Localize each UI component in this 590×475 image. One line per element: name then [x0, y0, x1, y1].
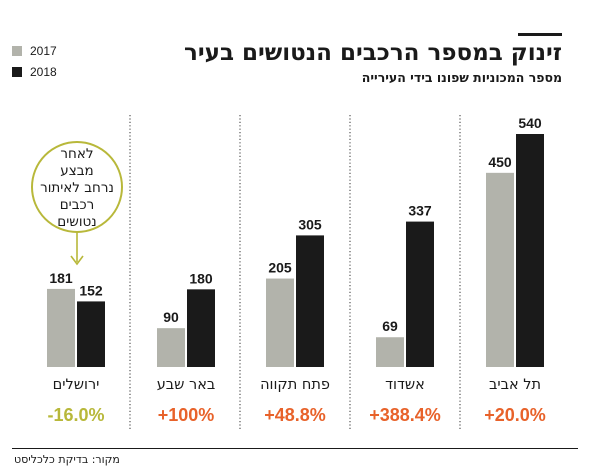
title-accent-bar: [518, 33, 562, 36]
legend-item-2018: 2018: [12, 65, 57, 79]
change-label-1: -16.0%: [47, 405, 104, 425]
bar-2018-2: [187, 289, 215, 367]
bar-2017-4: [376, 337, 404, 367]
source-divider: [12, 448, 578, 449]
bar-2017-5: [486, 172, 514, 367]
bar-2018-5: [516, 134, 544, 367]
annotation-text-line: לאחר: [60, 146, 93, 162]
legend-item-2017: 2017: [12, 44, 57, 58]
value-label-2018-4: 337: [408, 203, 432, 219]
annotation-arrow-head: [70, 255, 84, 266]
legend-swatch-2018: [12, 67, 22, 77]
value-label-2017-2: 90: [163, 309, 179, 325]
annotation-text-line: מבצע: [60, 163, 93, 179]
legend-label-2018: 2018: [30, 65, 57, 79]
bar-2018-4: [406, 221, 434, 367]
annotation-text-line: נרחב לאיתור: [40, 180, 114, 196]
bar-2017-1: [47, 288, 75, 367]
annotation-text-line: רכבים: [60, 197, 95, 213]
bar-2017-2: [157, 328, 185, 367]
value-label-2018-3: 305: [298, 216, 322, 232]
value-label-2018-2: 180: [189, 270, 213, 286]
chart-subtitle: מספר המכוניות שפונו בידי העירייה: [361, 70, 562, 85]
change-label-4: +388.4%: [369, 405, 441, 425]
annotation-text-line: נטושים: [57, 214, 96, 230]
source-note: מקור: בדיקת כלכליסט: [14, 453, 120, 466]
change-label-2: +100%: [158, 405, 215, 425]
bar-2018-3: [296, 235, 324, 367]
value-label-2017-5: 450: [488, 154, 512, 170]
value-label-2017-3: 205: [268, 260, 292, 276]
category-label-3: פתח תקווה: [260, 377, 330, 393]
value-label-2018-5: 540: [518, 115, 542, 131]
change-label-3: +48.8%: [264, 405, 326, 425]
value-label-2018-1: 152: [79, 282, 103, 298]
category-label-1: ירושלים: [53, 377, 100, 393]
category-label-5: תל אביב: [489, 377, 541, 393]
category-label-4: אשדוד: [385, 377, 425, 393]
legend-label-2017: 2017: [30, 44, 57, 58]
change-label-5: +20.0%: [484, 405, 546, 425]
chart-title: זינוק במספר הרכבים הנטושים בעיר: [184, 40, 562, 66]
legend-swatch-2017: [12, 46, 22, 56]
bar-2017-3: [266, 278, 294, 367]
value-label-2017-1: 181: [49, 270, 73, 286]
category-label-2: באר שבע: [157, 377, 216, 393]
bar-2018-1: [77, 301, 105, 367]
legend: 2017 2018: [12, 44, 57, 86]
value-label-2017-4: 69: [382, 318, 398, 334]
